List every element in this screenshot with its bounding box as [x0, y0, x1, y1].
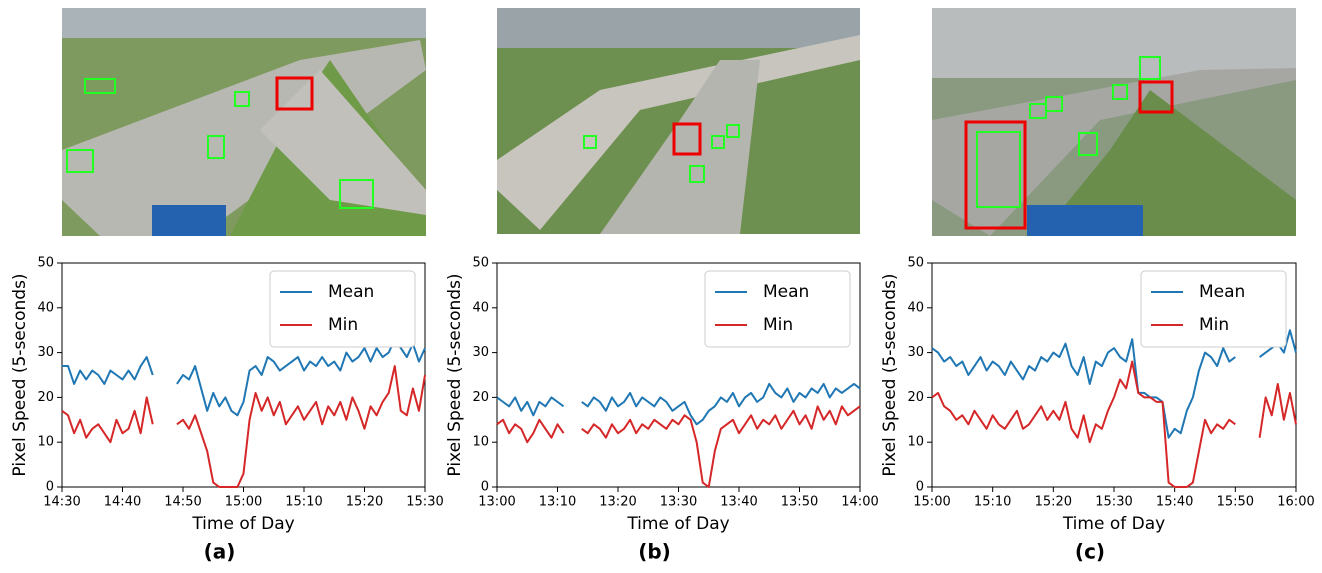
x-axis-label: Time of Day: [1062, 514, 1165, 534]
x-tick-label: 15:10: [974, 495, 1011, 510]
x-tick-label: 14:50: [164, 495, 201, 510]
y-tick-label: 50: [472, 256, 489, 271]
y-tick-label: 0: [481, 480, 489, 495]
y-tick-label: 10: [472, 435, 489, 450]
y-axis-label: Pixel Speed (5-seconds): [880, 273, 900, 476]
x-tick-label: 14:40: [104, 495, 141, 510]
legend-label: Mean: [763, 282, 809, 302]
panel-caption: (c): [1075, 540, 1105, 564]
y-tick-label: 50: [37, 256, 54, 271]
x-tick-label: 15:30: [1095, 495, 1132, 510]
x-tick-label: 13:30: [660, 495, 697, 510]
x-tick-label: 15:00: [913, 495, 950, 510]
y-tick-label: 40: [472, 300, 489, 315]
y-tick-label: 20: [37, 390, 54, 405]
panel-caption: (b): [638, 540, 671, 564]
y-tick-label: 10: [37, 435, 54, 450]
y-tick-label: 30: [907, 345, 924, 360]
panel-caption: (a): [204, 540, 236, 564]
y-tick-label: 0: [46, 480, 54, 495]
camera-photo: [932, 8, 1296, 236]
x-tick-label: 15:50: [1217, 495, 1254, 510]
y-tick-label: 0: [916, 480, 924, 495]
x-tick-label: 14:00: [841, 495, 878, 510]
x-tick-label: 15:20: [346, 495, 383, 510]
x-axis-label: Time of Day: [191, 514, 294, 534]
x-tick-label: 15:30: [406, 495, 443, 510]
legend-label: Min: [763, 315, 793, 335]
x-tick-label: 15:40: [1156, 495, 1193, 510]
y-axis-label: Pixel Speed (5-seconds): [445, 273, 465, 476]
legend-label: Mean: [1199, 282, 1245, 302]
y-tick-label: 30: [472, 345, 489, 360]
x-tick-label: 15:00: [225, 495, 262, 510]
x-tick-label: 13:00: [478, 495, 515, 510]
y-axis-label: Pixel Speed (5-seconds): [10, 273, 30, 476]
x-tick-label: 13:10: [539, 495, 576, 510]
x-tick-label: 15:10: [285, 495, 322, 510]
y-tick-label: 10: [907, 435, 924, 450]
y-tick-label: 20: [907, 390, 924, 405]
x-tick-label: 13:50: [781, 495, 818, 510]
y-tick-label: 40: [37, 300, 54, 315]
x-tick-label: 13:40: [720, 495, 757, 510]
camera-photo: [497, 8, 860, 234]
x-tick-label: 16:00: [1277, 495, 1314, 510]
y-tick-label: 40: [907, 300, 924, 315]
legend-label: Min: [1199, 315, 1229, 335]
y-tick-label: 50: [907, 256, 924, 271]
figure: 0 10 20 30 40 50 14:30 14:40 14:50 15:00 15:10 15:2…: [0, 0, 1322, 573]
legend-label: Min: [328, 315, 358, 335]
y-tick-label: 20: [472, 390, 489, 405]
x-axis-label: Time of Day: [626, 514, 729, 534]
x-tick-label: 15:20: [1035, 495, 1072, 510]
y-tick-label: 30: [37, 345, 54, 360]
page: 0 10 20 30 40 50 14:30 14:40 14:50 15:00 15:10 15:2…: [0, 0, 1322, 573]
legend-label: Mean: [328, 282, 374, 302]
camera-photo: [62, 8, 426, 236]
x-tick-label: 13:20: [599, 495, 636, 510]
x-tick-label: 14:30: [43, 495, 80, 510]
